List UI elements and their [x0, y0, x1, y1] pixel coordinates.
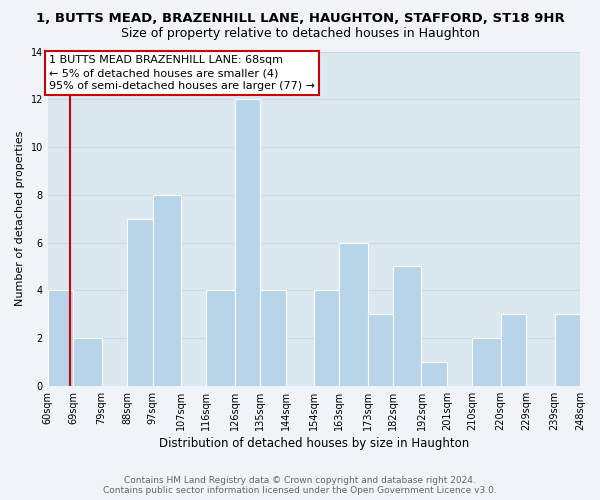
- Bar: [48, 290, 73, 386]
- Bar: [314, 290, 340, 386]
- Y-axis label: Number of detached properties: Number of detached properties: [15, 131, 25, 306]
- Bar: [260, 290, 286, 386]
- X-axis label: Distribution of detached houses by size in Haughton: Distribution of detached houses by size …: [159, 437, 469, 450]
- Bar: [580, 362, 600, 386]
- Text: Size of property relative to detached houses in Haughton: Size of property relative to detached ho…: [121, 28, 479, 40]
- Bar: [127, 218, 152, 386]
- Bar: [206, 290, 235, 386]
- Text: Contains HM Land Registry data © Crown copyright and database right 2024.
Contai: Contains HM Land Registry data © Crown c…: [103, 476, 497, 495]
- Bar: [235, 100, 260, 386]
- Bar: [368, 314, 393, 386]
- Bar: [421, 362, 447, 386]
- Bar: [73, 338, 101, 386]
- Text: 1, BUTTS MEAD, BRAZENHILL LANE, HAUGHTON, STAFFORD, ST18 9HR: 1, BUTTS MEAD, BRAZENHILL LANE, HAUGHTON…: [35, 12, 565, 26]
- Bar: [152, 195, 181, 386]
- Bar: [472, 338, 501, 386]
- Text: 1 BUTTS MEAD BRAZENHILL LANE: 68sqm
← 5% of detached houses are smaller (4)
95% : 1 BUTTS MEAD BRAZENHILL LANE: 68sqm ← 5%…: [49, 55, 315, 92]
- Bar: [554, 314, 580, 386]
- Bar: [501, 314, 526, 386]
- Bar: [393, 266, 421, 386]
- Bar: [340, 242, 368, 386]
